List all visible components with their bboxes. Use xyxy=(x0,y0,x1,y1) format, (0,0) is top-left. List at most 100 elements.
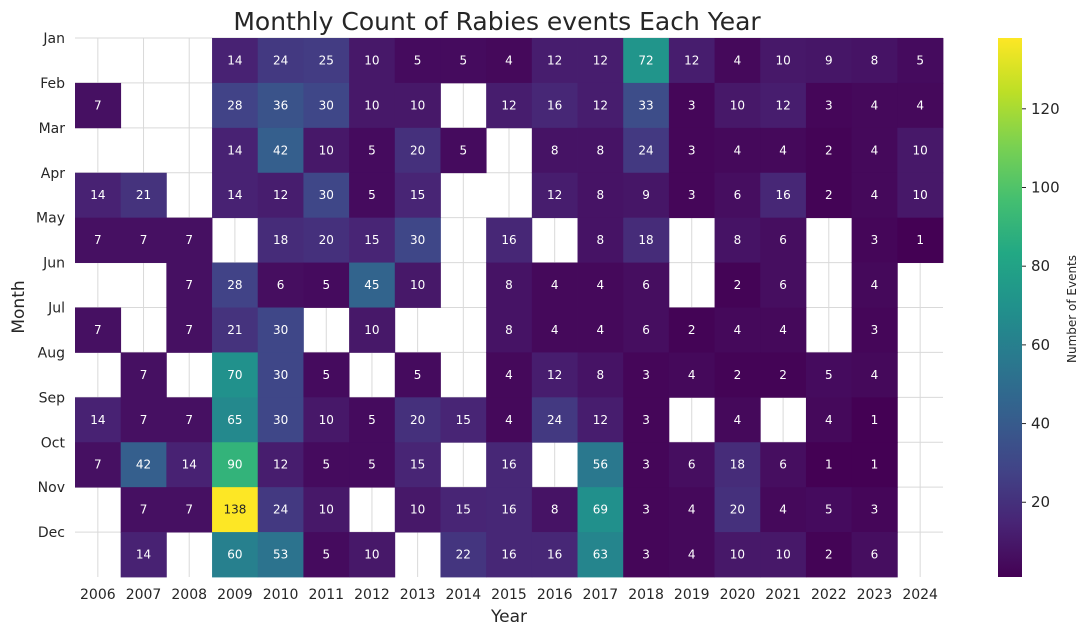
heatmap-cell xyxy=(760,442,807,488)
heatmap-cell xyxy=(897,82,944,129)
cell-value-label: 4 xyxy=(688,548,696,562)
heatmap-cell xyxy=(668,38,715,84)
cell-value-label: 30 xyxy=(273,413,288,427)
heatmap-cell xyxy=(486,307,533,353)
cell-value-label: 4 xyxy=(871,143,879,157)
heatmap-cell xyxy=(303,217,350,263)
heatmap-cell xyxy=(851,262,898,308)
cell-value-label: 10 xyxy=(364,323,379,337)
heatmap-cell xyxy=(577,397,624,443)
x-tick-label: 2011 xyxy=(308,587,344,603)
heatmap-cell xyxy=(577,487,624,533)
cell-value-label: 36 xyxy=(273,98,288,112)
cell-value-label: 14 xyxy=(227,143,242,157)
cell-value-label: 30 xyxy=(273,368,288,382)
heatmap-cell xyxy=(577,172,624,219)
cell-value-label: 12 xyxy=(593,53,608,67)
cell-value-label: 7 xyxy=(140,233,148,247)
cell-value-label: 15 xyxy=(364,233,379,247)
cell-value-label: 14 xyxy=(90,188,105,202)
heatmap-cell xyxy=(668,127,715,174)
heatmap-cell xyxy=(577,82,624,129)
cell-value-label: 4 xyxy=(871,188,879,202)
cell-value-label: 14 xyxy=(136,548,151,562)
cell-value-label: 30 xyxy=(273,323,288,337)
cell-value-label: 12 xyxy=(593,413,608,427)
cell-value-label: 6 xyxy=(779,233,787,247)
heatmap-cell xyxy=(120,217,167,263)
cell-value-label: 14 xyxy=(227,53,242,67)
heatmap-cell xyxy=(623,82,670,129)
cell-value-label: 8 xyxy=(734,233,742,247)
cell-value-label: 7 xyxy=(185,413,193,427)
heatmap-cell xyxy=(531,352,578,398)
cell-value-label: 21 xyxy=(227,323,242,337)
cell-value-label: 30 xyxy=(319,188,334,202)
heatmap-cell xyxy=(714,38,761,84)
heatmap-cell xyxy=(303,532,350,578)
cell-value-label: 12 xyxy=(547,188,562,202)
heatmap-cell xyxy=(623,38,670,84)
cell-value-label: 4 xyxy=(734,143,742,157)
cell-value-label: 10 xyxy=(913,188,928,202)
cell-value-label: 5 xyxy=(368,143,376,157)
colorbar-tick-label: 120 xyxy=(1031,100,1060,118)
cell-value-label: 69 xyxy=(593,503,608,517)
cell-value-label: 22 xyxy=(456,548,471,562)
heatmap-cell xyxy=(531,487,578,533)
cell-value-label: 25 xyxy=(319,53,334,67)
heatmap-cell xyxy=(349,442,396,488)
heatmap-cell xyxy=(577,38,624,84)
cell-value-label: 7 xyxy=(185,233,193,247)
heatmap-cell xyxy=(668,172,715,219)
heatmap-cell xyxy=(166,262,213,308)
y-tick-label: Dec xyxy=(38,525,65,541)
heatmap-cell xyxy=(714,397,761,443)
cell-value-label: 12 xyxy=(547,53,562,67)
y-tick-label: Jun xyxy=(42,256,65,272)
cell-value-label: 15 xyxy=(410,458,425,472)
cell-value-label: 5 xyxy=(368,413,376,427)
cell-value-label: 5 xyxy=(322,368,330,382)
heatmap-cell xyxy=(577,532,624,578)
cell-value-label: 8 xyxy=(597,233,605,247)
cell-value-label: 7 xyxy=(185,278,193,292)
cell-value-label: 15 xyxy=(456,503,471,517)
heatmap-cell xyxy=(714,82,761,129)
heatmap-cell xyxy=(212,532,259,578)
x-tick-labels: 2006 2007 2008 2009 2010 2011 2012 2013 2014 2015… xyxy=(80,587,938,603)
cell-value-label: 53 xyxy=(273,548,288,562)
heatmap-cell xyxy=(440,397,487,443)
heatmap-cell xyxy=(349,262,396,308)
heatmap-cell xyxy=(714,532,761,578)
heatmap-cell xyxy=(760,172,807,219)
cell-value-label: 21 xyxy=(136,188,151,202)
cell-value-label: 10 xyxy=(319,143,334,157)
x-tick-label: 2022 xyxy=(811,587,847,603)
y-tick-label: Mar xyxy=(39,121,66,137)
cell-value-label: 5 xyxy=(368,188,376,202)
heatmap-cell xyxy=(577,442,624,488)
cell-value-label: 7 xyxy=(140,413,148,427)
heatmap-cell xyxy=(486,397,533,443)
y-tick-label: May xyxy=(36,211,65,227)
cell-value-label: 16 xyxy=(775,188,790,202)
y-tick-label: Apr xyxy=(41,166,65,182)
x-tick-label: 2015 xyxy=(491,587,527,603)
cell-value-label: 7 xyxy=(140,368,148,382)
cell-value-label: 20 xyxy=(410,413,425,427)
heatmap-cell xyxy=(212,352,259,398)
heatmap-cell xyxy=(668,352,715,398)
cell-value-label: 1 xyxy=(916,233,924,247)
cell-value-label: 7 xyxy=(94,98,102,112)
heatmap-cell xyxy=(531,127,578,174)
cell-value-label: 18 xyxy=(273,233,288,247)
heatmap-cell xyxy=(805,127,853,174)
heatmap-cell xyxy=(303,172,350,219)
heatmap-cell xyxy=(668,82,715,129)
cell-value-label: 12 xyxy=(273,188,288,202)
cell-value-label: 24 xyxy=(638,143,653,157)
heatmap-cell xyxy=(623,442,670,488)
cell-value-label: 24 xyxy=(273,503,288,517)
heatmap-cell xyxy=(531,38,578,84)
